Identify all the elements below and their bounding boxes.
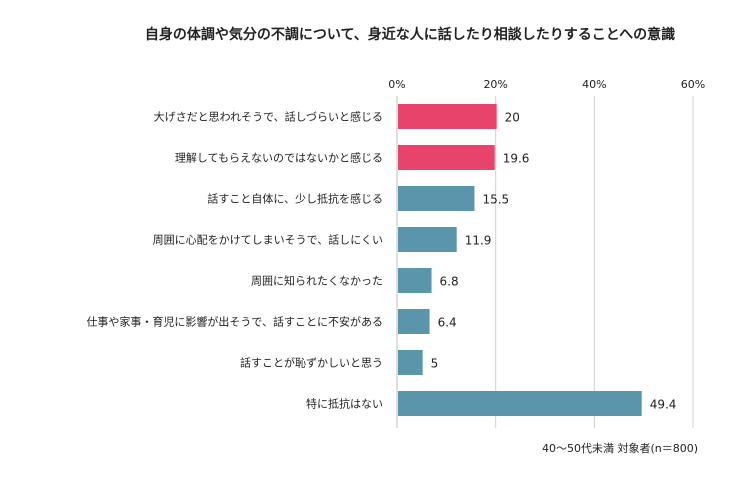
category-label: 理解してもらえないのではないかと感じる (175, 151, 383, 165)
bar (398, 145, 495, 170)
x-tick-label: 60% (681, 78, 705, 91)
x-tick-label: 40% (582, 78, 606, 91)
value-label: 11.9 (465, 234, 492, 248)
x-tick-label: 0% (388, 78, 405, 91)
bar (398, 186, 475, 211)
bar (398, 309, 430, 334)
value-label: 5 (431, 357, 439, 371)
value-label: 20 (505, 111, 520, 125)
bar (398, 268, 432, 293)
value-label: 6.4 (438, 316, 457, 330)
value-label: 15.5 (482, 193, 509, 207)
value-label: 6.8 (440, 275, 459, 289)
bar (398, 350, 423, 375)
category-label: 仕事や家事・育児に影響が出そうで、話すことに不安がある (86, 315, 383, 329)
value-label: 19.6 (503, 152, 530, 166)
x-tick-label: 20% (483, 78, 507, 91)
category-label: 話すことが恥ずかしいと思う (240, 356, 383, 370)
bar (398, 104, 497, 129)
category-label: 話すこと自体に、少し抵抗を感じる (207, 192, 383, 206)
chart-title: 自身の体調や気分の不調について、身近な人に話したり相談したりすることへの意識 (144, 27, 676, 43)
category-label: 特に抵抗はない (306, 397, 383, 411)
category-label: 周囲に心配をかけてしまいそうで、話しにくい (153, 233, 383, 247)
bar (398, 391, 642, 416)
value-label: 49.4 (650, 398, 677, 412)
sample-note: 40〜50代未満 対象者(n＝800) (541, 442, 698, 455)
category-label: 周囲に知られたくなかった (251, 274, 383, 288)
category-label: 大げさだと思われそうで、話しづらいと感じる (154, 110, 383, 124)
bar (398, 227, 457, 252)
